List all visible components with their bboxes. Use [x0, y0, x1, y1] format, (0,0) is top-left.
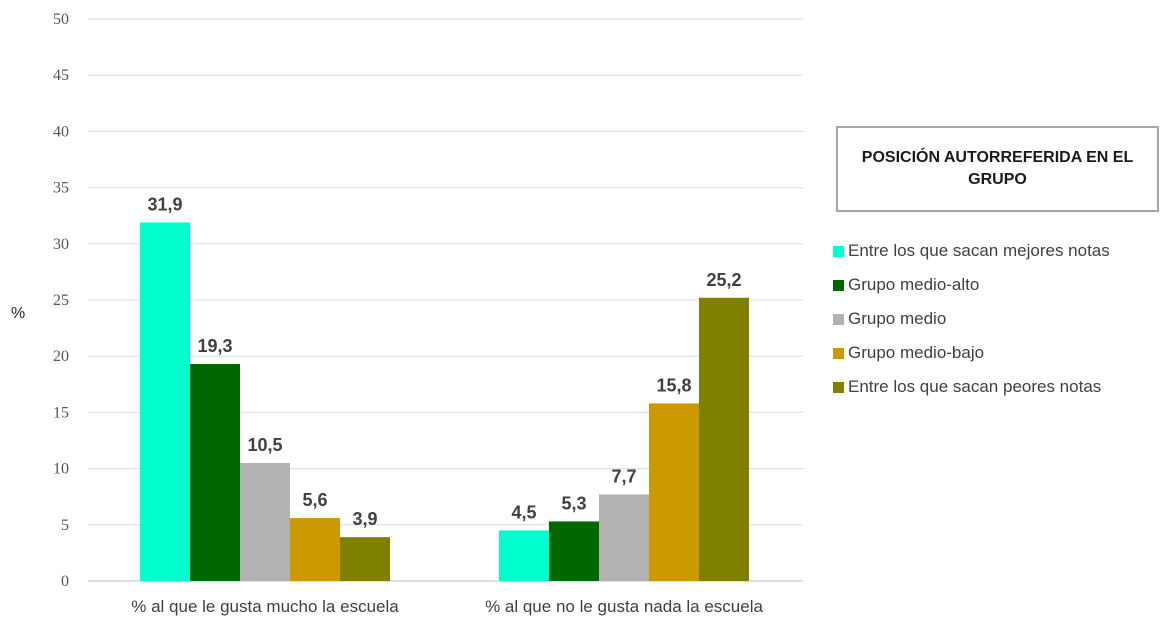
- y-tick-label: 50: [53, 11, 69, 28]
- y-tick-label: 40: [53, 123, 69, 140]
- data-label: 25,2: [706, 270, 741, 290]
- bar: [290, 518, 340, 581]
- data-label: 5,6: [302, 490, 327, 510]
- legend-swatch: [833, 347, 844, 359]
- legend-swatch: [833, 313, 844, 325]
- legend-label: Entre los que sacan peores notas: [848, 377, 1102, 396]
- data-label: 3,9: [352, 509, 377, 529]
- legend: Entre los que sacan mejores notas Grupo m…: [833, 234, 1110, 404]
- legend-label: Grupo medio-alto: [848, 275, 980, 294]
- y-tick-label: 45: [53, 67, 69, 84]
- x-axis-categories: % al que le gusta mucho la escuela % al q…: [131, 597, 763, 616]
- y-axis-label: %: [11, 305, 25, 322]
- x-category-label: % al que no le gusta nada la escuela: [485, 597, 763, 616]
- legend-swatch: [833, 381, 844, 393]
- y-tick-label: 5: [61, 517, 69, 534]
- legend-title-text: POSICIÓN AUTORREFERIDA EN EL GRUPO: [861, 149, 1134, 188]
- bar: [649, 403, 699, 581]
- x-category-label: % al que le gusta mucho la escuela: [131, 597, 399, 616]
- data-label: 4,5: [511, 502, 536, 522]
- legend-label: Entre los que sacan mejores notas: [848, 241, 1110, 260]
- legend-item: Grupo medio-alto: [833, 268, 1110, 302]
- y-tick-label: 10: [53, 461, 69, 478]
- legend-swatch: [833, 279, 844, 291]
- legend-item: Entre los que sacan peores notas: [833, 370, 1110, 404]
- data-label: 15,8: [656, 375, 691, 395]
- bar: [499, 530, 549, 581]
- y-tick-label: 30: [53, 236, 69, 253]
- bar: [340, 537, 390, 581]
- data-label: 5,3: [561, 493, 586, 513]
- data-label: 19,3: [197, 336, 232, 356]
- legend-item: Grupo medio-bajo: [833, 336, 1110, 370]
- bar: [190, 364, 240, 581]
- data-labels: 31,9 19,3 10,5 5,6 3,9 4,5 5,3 7,7 15,8 25,2: [147, 194, 741, 529]
- y-tick-label: 15: [53, 404, 69, 421]
- bar: [549, 521, 599, 581]
- legend-label: Grupo medio: [848, 309, 947, 328]
- data-label: 10,5: [247, 435, 282, 455]
- bar: [699, 297, 749, 581]
- legend-label: Grupo medio-bajo: [848, 343, 985, 362]
- y-tick-label: 0: [61, 573, 69, 590]
- bar: [240, 462, 290, 581]
- y-axis-ticks: 0 5 10 15 20 25 30 35 40 45 50: [53, 11, 69, 590]
- legend-title: POSICIÓN AUTORREFERIDA EN EL GRUPO: [836, 126, 1159, 212]
- y-tick-label: 35: [53, 180, 69, 197]
- y-tick-label: 25: [53, 292, 69, 309]
- legend-swatch: [833, 245, 844, 257]
- data-label: 7,7: [611, 466, 636, 486]
- bar: [599, 494, 649, 581]
- legend-item: Grupo medio: [833, 302, 1110, 336]
- data-label: 31,9: [147, 194, 182, 214]
- bar: [140, 222, 190, 581]
- y-tick-label: 20: [53, 348, 69, 365]
- legend-item: Entre los que sacan mejores notas: [833, 234, 1110, 268]
- bars: [140, 222, 749, 581]
